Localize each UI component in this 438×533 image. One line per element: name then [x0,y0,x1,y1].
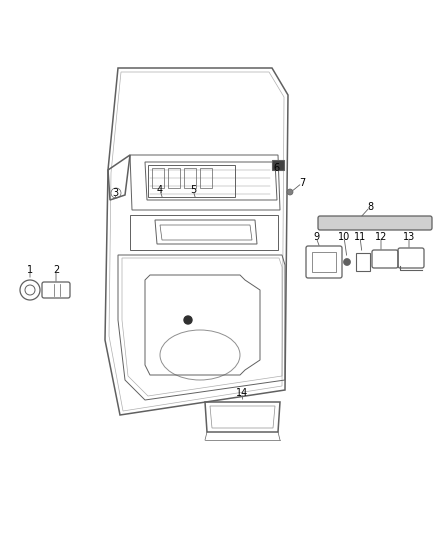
Bar [184,168,196,188]
Text: 1: 1 [27,265,33,275]
Text: 10: 10 [338,232,350,242]
Text: 2: 2 [53,265,59,275]
Text: 6: 6 [273,163,279,173]
Text: 3: 3 [112,188,118,198]
Text: 7: 7 [299,178,305,188]
Text: 14: 14 [236,388,248,398]
Bar [168,168,180,188]
Bar [356,253,370,271]
Text: 9: 9 [313,232,319,242]
Circle shape [287,189,293,195]
Text: 13: 13 [403,232,415,242]
Text: 5: 5 [190,185,196,195]
Circle shape [184,316,192,324]
Text: 8: 8 [367,202,373,212]
Bar [152,168,164,188]
FancyBboxPatch shape [318,216,432,230]
Text: 12: 12 [375,232,387,242]
Bar [200,168,212,188]
Circle shape [343,259,350,265]
Bar [272,160,284,170]
Bar [312,252,336,272]
Text: 4: 4 [157,185,163,195]
Text: 11: 11 [354,232,366,242]
